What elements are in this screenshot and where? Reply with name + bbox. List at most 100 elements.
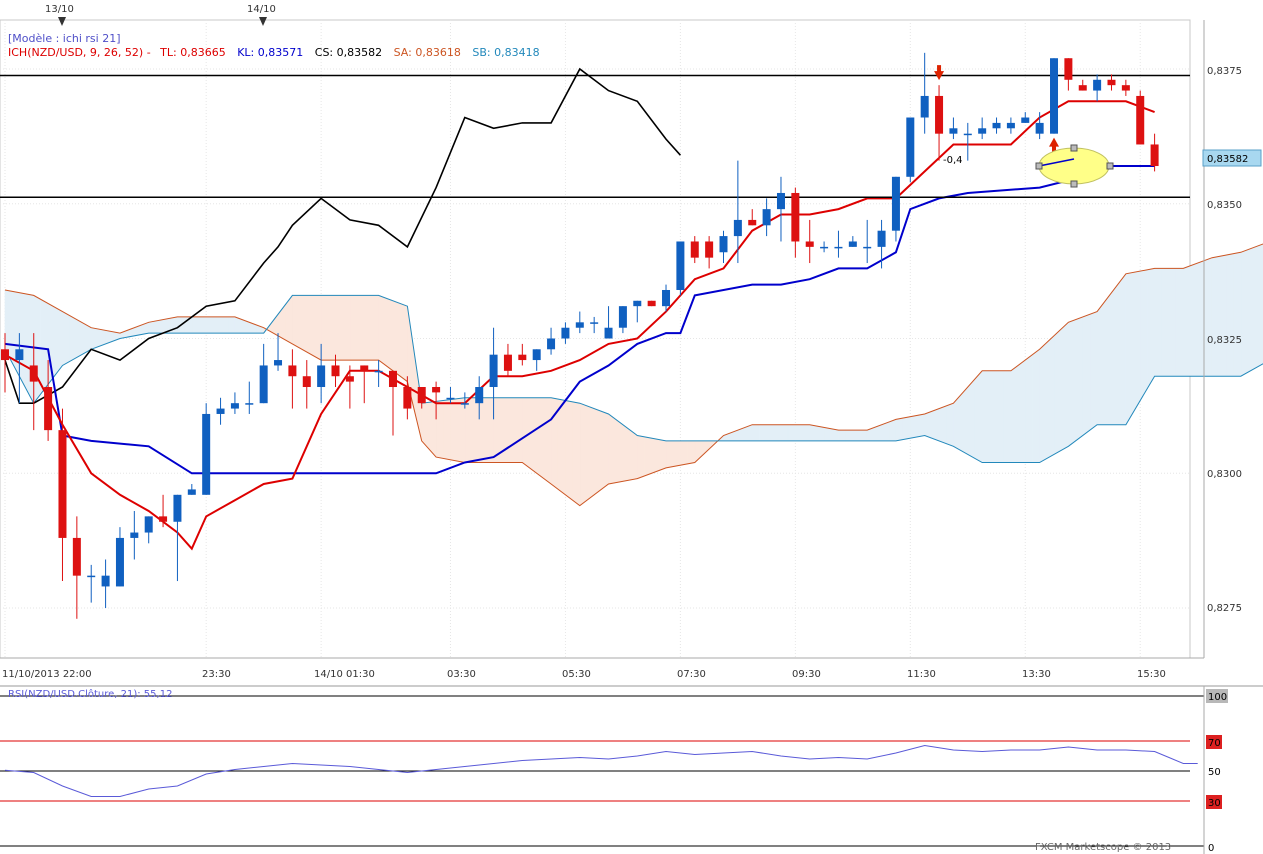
cloud-segment	[1125, 272, 1134, 426]
legend-tl: TL: 0,83665	[159, 46, 226, 59]
rsi-line	[4, 744, 1198, 797]
candle-body	[360, 365, 369, 371]
cloud-segment	[536, 397, 545, 480]
cloud-segment	[1096, 301, 1105, 426]
candle-body	[58, 430, 67, 538]
cloud-segment	[989, 370, 997, 463]
cloud-segment	[687, 440, 696, 465]
legend-sa: SA: 0,83618	[394, 46, 461, 59]
horizontal-levels[interactable]	[0, 74, 1190, 199]
selection-handle[interactable]	[1070, 144, 1078, 152]
candle-body	[647, 300, 656, 307]
cloud-segment	[507, 397, 516, 463]
cloud-segment	[313, 295, 322, 361]
cloud-segment	[967, 378, 976, 459]
cloud-segment	[335, 295, 343, 361]
cloud-segment	[924, 410, 933, 439]
selection-handle[interactable]	[1035, 162, 1043, 170]
rsi-axis-badge-30	[1206, 795, 1222, 809]
cloud-segment	[457, 397, 466, 463]
cloud-segment	[90, 327, 99, 350]
candle-body	[748, 219, 757, 226]
cloud-segment	[1247, 246, 1256, 373]
candle-body	[1150, 144, 1159, 167]
candle-body	[1035, 122, 1044, 134]
cloud-segment	[220, 316, 229, 334]
cloud-segment	[399, 303, 408, 383]
cloud-segment	[852, 429, 861, 442]
annotation-label: -0,4	[943, 155, 963, 166]
selection-ellipse[interactable]	[1038, 147, 1110, 185]
date-marker-arrow-1	[58, 17, 66, 26]
price-label: 0,8375	[1207, 66, 1242, 77]
cloud-segment	[651, 437, 660, 474]
cloud-segment	[1075, 316, 1084, 442]
candle-body	[920, 95, 929, 118]
candle-body	[733, 219, 742, 237]
cloud-segment	[593, 408, 602, 496]
cloud-segment	[26, 293, 35, 404]
cloud-segment	[514, 397, 523, 463]
cloud-segment	[292, 295, 300, 349]
rsi-axis-label: 30	[1208, 798, 1221, 809]
cloud-segment	[1161, 268, 1170, 377]
cloud-segment	[816, 425, 825, 442]
cloud-segment	[680, 440, 688, 466]
cloud-segment	[543, 397, 552, 485]
rsi-axis-label: 50	[1208, 767, 1221, 778]
ich-prefix: ICH(NZD/USD, 9, 26, 52) -	[8, 46, 151, 59]
cloud-segment	[1104, 291, 1112, 426]
selection-handle[interactable]	[1106, 162, 1114, 170]
cloud-segment	[1053, 328, 1062, 455]
cloud-segment	[766, 424, 775, 442]
time-label: 13:30	[1022, 669, 1051, 680]
cloud-segment	[910, 414, 918, 439]
candle-body	[690, 241, 699, 258]
cloud-segment	[299, 295, 308, 353]
cloud-segment	[1204, 257, 1213, 377]
cloud-segment	[191, 316, 200, 334]
cloud-segment	[629, 429, 638, 481]
candle-body	[388, 370, 397, 388]
price-label: 0,8275	[1207, 603, 1242, 614]
cloud-segment	[320, 295, 329, 361]
candle-body	[1093, 79, 1102, 91]
rsi-polyline	[4, 744, 1198, 797]
candle-body	[618, 306, 627, 328]
candle-body	[288, 365, 297, 377]
selection-handle[interactable]	[1070, 180, 1078, 188]
cloud-segment	[586, 405, 595, 501]
time-label: 09:30	[792, 669, 821, 680]
candle-body	[1121, 85, 1130, 91]
cloud-segment	[665, 440, 674, 469]
cloud-segment	[478, 397, 487, 463]
candle-body	[432, 387, 441, 393]
candle-body	[230, 403, 239, 409]
candle-body	[274, 360, 283, 366]
candle-body	[144, 516, 153, 533]
candle-body	[992, 122, 1001, 129]
cloud-segment	[1240, 249, 1249, 377]
candle-body	[820, 246, 829, 249]
cloud-segment	[802, 424, 811, 442]
price-axis: 0,8375 0,8350 0,8325 0,8300 0,8275	[1207, 66, 1242, 614]
time-label: 05:30	[562, 669, 591, 680]
cloud-segment	[148, 320, 157, 334]
candle-body	[633, 300, 642, 307]
candle-body	[29, 365, 38, 382]
candle-body	[848, 241, 857, 247]
cloud-segment	[435, 400, 444, 459]
cloud-segment	[33, 294, 42, 405]
cloud-segment	[1132, 270, 1141, 414]
candle-body	[834, 246, 843, 249]
cloud-segment	[40, 298, 49, 395]
signal-arrows	[934, 65, 1060, 153]
candle-body	[949, 128, 958, 134]
candle-body	[460, 403, 469, 405]
candle-body	[489, 354, 498, 388]
price-label: 0,8300	[1207, 469, 1242, 480]
cloud-segment	[1233, 251, 1242, 377]
time-label: 07:30	[677, 669, 706, 680]
cloud-segment	[557, 398, 566, 496]
